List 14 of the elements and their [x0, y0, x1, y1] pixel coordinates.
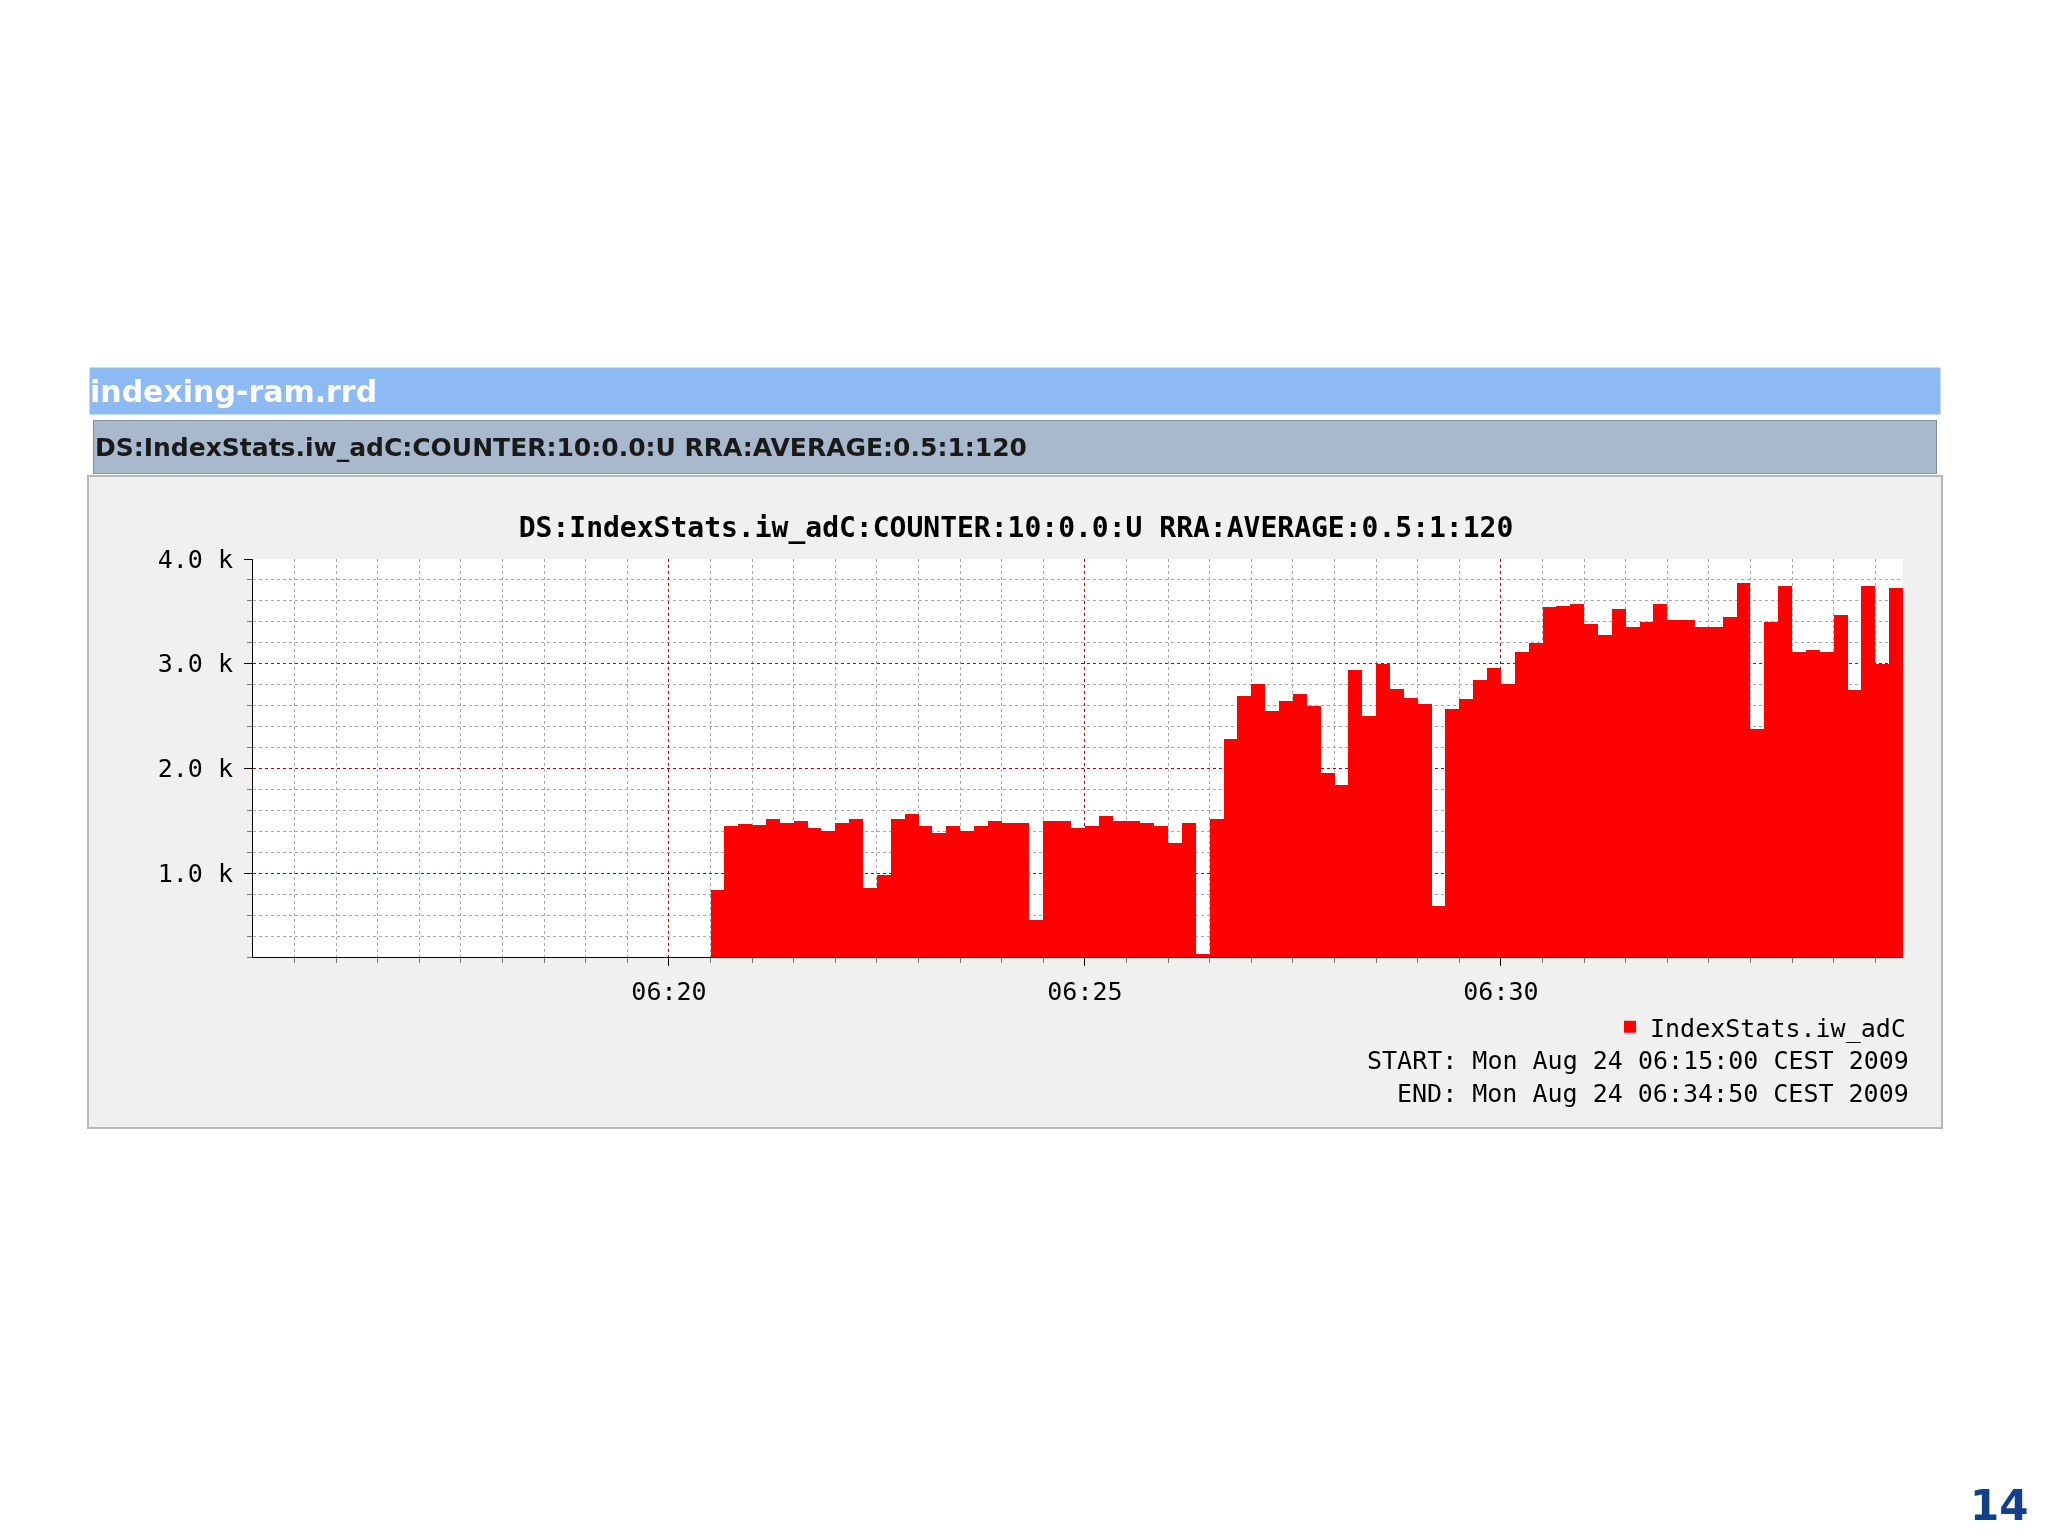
text: END: Mon Aug 24 06:34:50 CEST 2009	[1397, 1079, 1909, 1108]
y-tick-label: 3.0 k	[157, 649, 233, 679]
y-tick-label: 1.0 k	[157, 858, 233, 888]
chart-title: DS:IndexStats.iw_adC:COUNTER:10:0.0:U RRA:AVERAGE:0.5:1:120	[518, 510, 1514, 544]
x-tick-label: 06:30	[1463, 977, 1539, 1006]
x-tick-label: 06:20	[631, 977, 707, 1006]
y-tick-label: 2.0 k	[157, 754, 233, 784]
text: DS:IndexStats.iw_adC:COUNTER:10:0.0:U RRA:AVERAGE:0.5:1:120	[95, 432, 1027, 462]
text: indexing-ram.rrd	[90, 373, 378, 409]
x-tick-label: 06:25	[1047, 977, 1123, 1006]
text: START: Mon Aug 24 06:15:00 CEST 2009	[1367, 1046, 1909, 1075]
legend-label: IndexStats.iw_adC	[1650, 1013, 1906, 1043]
text: 14	[1970, 1481, 2029, 1530]
y-tick-label: 4.0 k	[157, 544, 233, 574]
